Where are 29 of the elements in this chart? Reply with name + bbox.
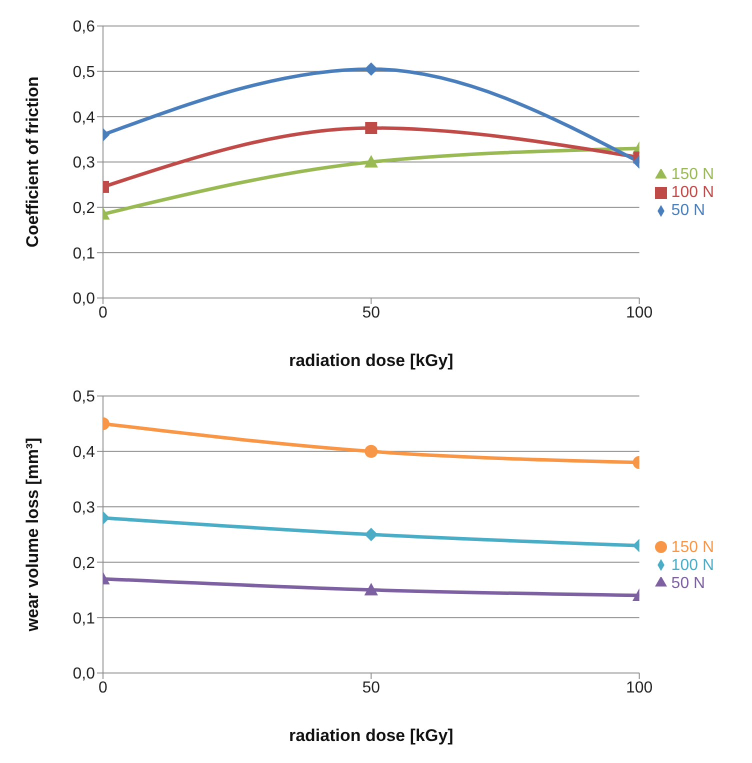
legend-label: 150 N bbox=[671, 538, 714, 556]
legend-label: 100 N bbox=[671, 184, 714, 201]
y-tick-label: 0,3 bbox=[72, 499, 96, 516]
y-tick-label: 0,5 bbox=[72, 388, 96, 406]
y-axis-title: Coefficient of friction bbox=[23, 76, 42, 248]
x-axis-title: radiation dose [kGy] bbox=[288, 351, 454, 370]
y-tick-label: 0,3 bbox=[72, 154, 96, 172]
y-tick-label: 0,0 bbox=[72, 290, 96, 308]
legend-label: 50 N bbox=[671, 202, 706, 219]
x-tick-label: 100 bbox=[626, 679, 653, 696]
y-tick-label: 0,2 bbox=[72, 200, 96, 218]
x-tick-label: 50 bbox=[362, 679, 380, 696]
y-tick-label: 0,1 bbox=[72, 610, 96, 628]
y-axis-title: wear volume loss [mm³] bbox=[23, 438, 42, 632]
y-tick-label: 0,4 bbox=[72, 109, 96, 126]
y-tick-label: 0,1 bbox=[72, 245, 96, 262]
x-axis-title: radiation dose [kGy] bbox=[288, 726, 454, 745]
y-tick-label: 0,5 bbox=[72, 64, 96, 82]
x-tick-label: 0 bbox=[98, 679, 108, 696]
x-tick-label: 0 bbox=[98, 304, 108, 322]
legend-label: 150 N bbox=[671, 166, 714, 183]
y-tick-label: 0,2 bbox=[72, 554, 96, 572]
legend-label: 100 N bbox=[671, 556, 714, 574]
legend-label: 50 N bbox=[671, 574, 706, 592]
y-tick-label: 0,4 bbox=[72, 444, 96, 462]
x-tick-label: 100 bbox=[626, 304, 653, 322]
y-tick-label: 0,6 bbox=[72, 18, 96, 36]
x-tick-label: 50 bbox=[362, 304, 380, 322]
y-tick-label: 0,0 bbox=[72, 666, 96, 683]
